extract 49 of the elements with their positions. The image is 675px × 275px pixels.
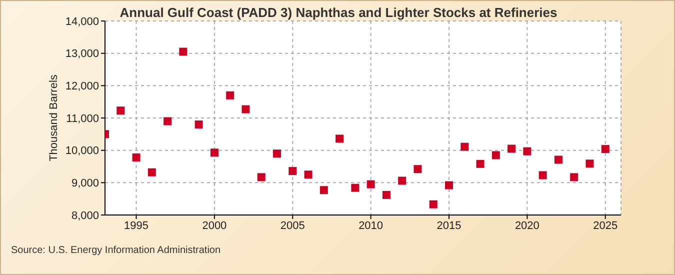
point [288,167,297,176]
x-tick-label: 2010 [358,220,384,232]
point [164,117,172,126]
x-tick-label: 2025 [593,220,618,232]
point [273,150,281,158]
x-tick-label: 2000 [202,220,227,232]
point [257,173,266,182]
point [210,148,218,157]
point [366,180,375,188]
point [382,190,390,199]
point [476,160,484,168]
y-tick-label: 12,000 [65,80,99,93]
point [538,171,547,180]
point [523,147,532,156]
point [601,145,610,154]
point [414,165,422,174]
point [194,120,203,128]
point [336,134,344,143]
point [508,144,516,153]
point [116,106,125,115]
point [460,142,469,151]
point [304,170,312,179]
x-tick-label: 2015 [436,220,462,232]
point [570,173,578,182]
chart-title: Annual Gulf Coast (PADD 3) Naphthas and Lighter Stocks at Refineries [120,5,558,20]
y-tick-label: 10,000 [65,145,99,158]
point [148,168,156,176]
point [586,160,594,168]
point [429,200,438,208]
point [398,176,406,185]
point [351,184,360,192]
point [179,48,188,56]
x-tick-label: 2020 [514,220,540,232]
point [320,186,328,194]
y-tick-label: 13,000 [65,48,99,60]
y-tick-label: 11,000 [66,112,99,125]
point [226,91,234,100]
x-tick-label: 2005 [280,220,305,232]
source-note: Source: U.S. Energy Information Administration [11,245,221,256]
point [492,151,500,160]
point [132,153,140,162]
y-tick-label: 14,000 [65,16,99,28]
x-tick-label: 1995 [124,220,149,232]
y-tick-label: 9,000 [71,178,99,190]
y-axis-title: Thousand Barrels [48,74,60,162]
point [554,156,562,164]
point [445,181,453,190]
point [242,105,250,114]
y-tick-label: 8,000 [71,210,99,222]
